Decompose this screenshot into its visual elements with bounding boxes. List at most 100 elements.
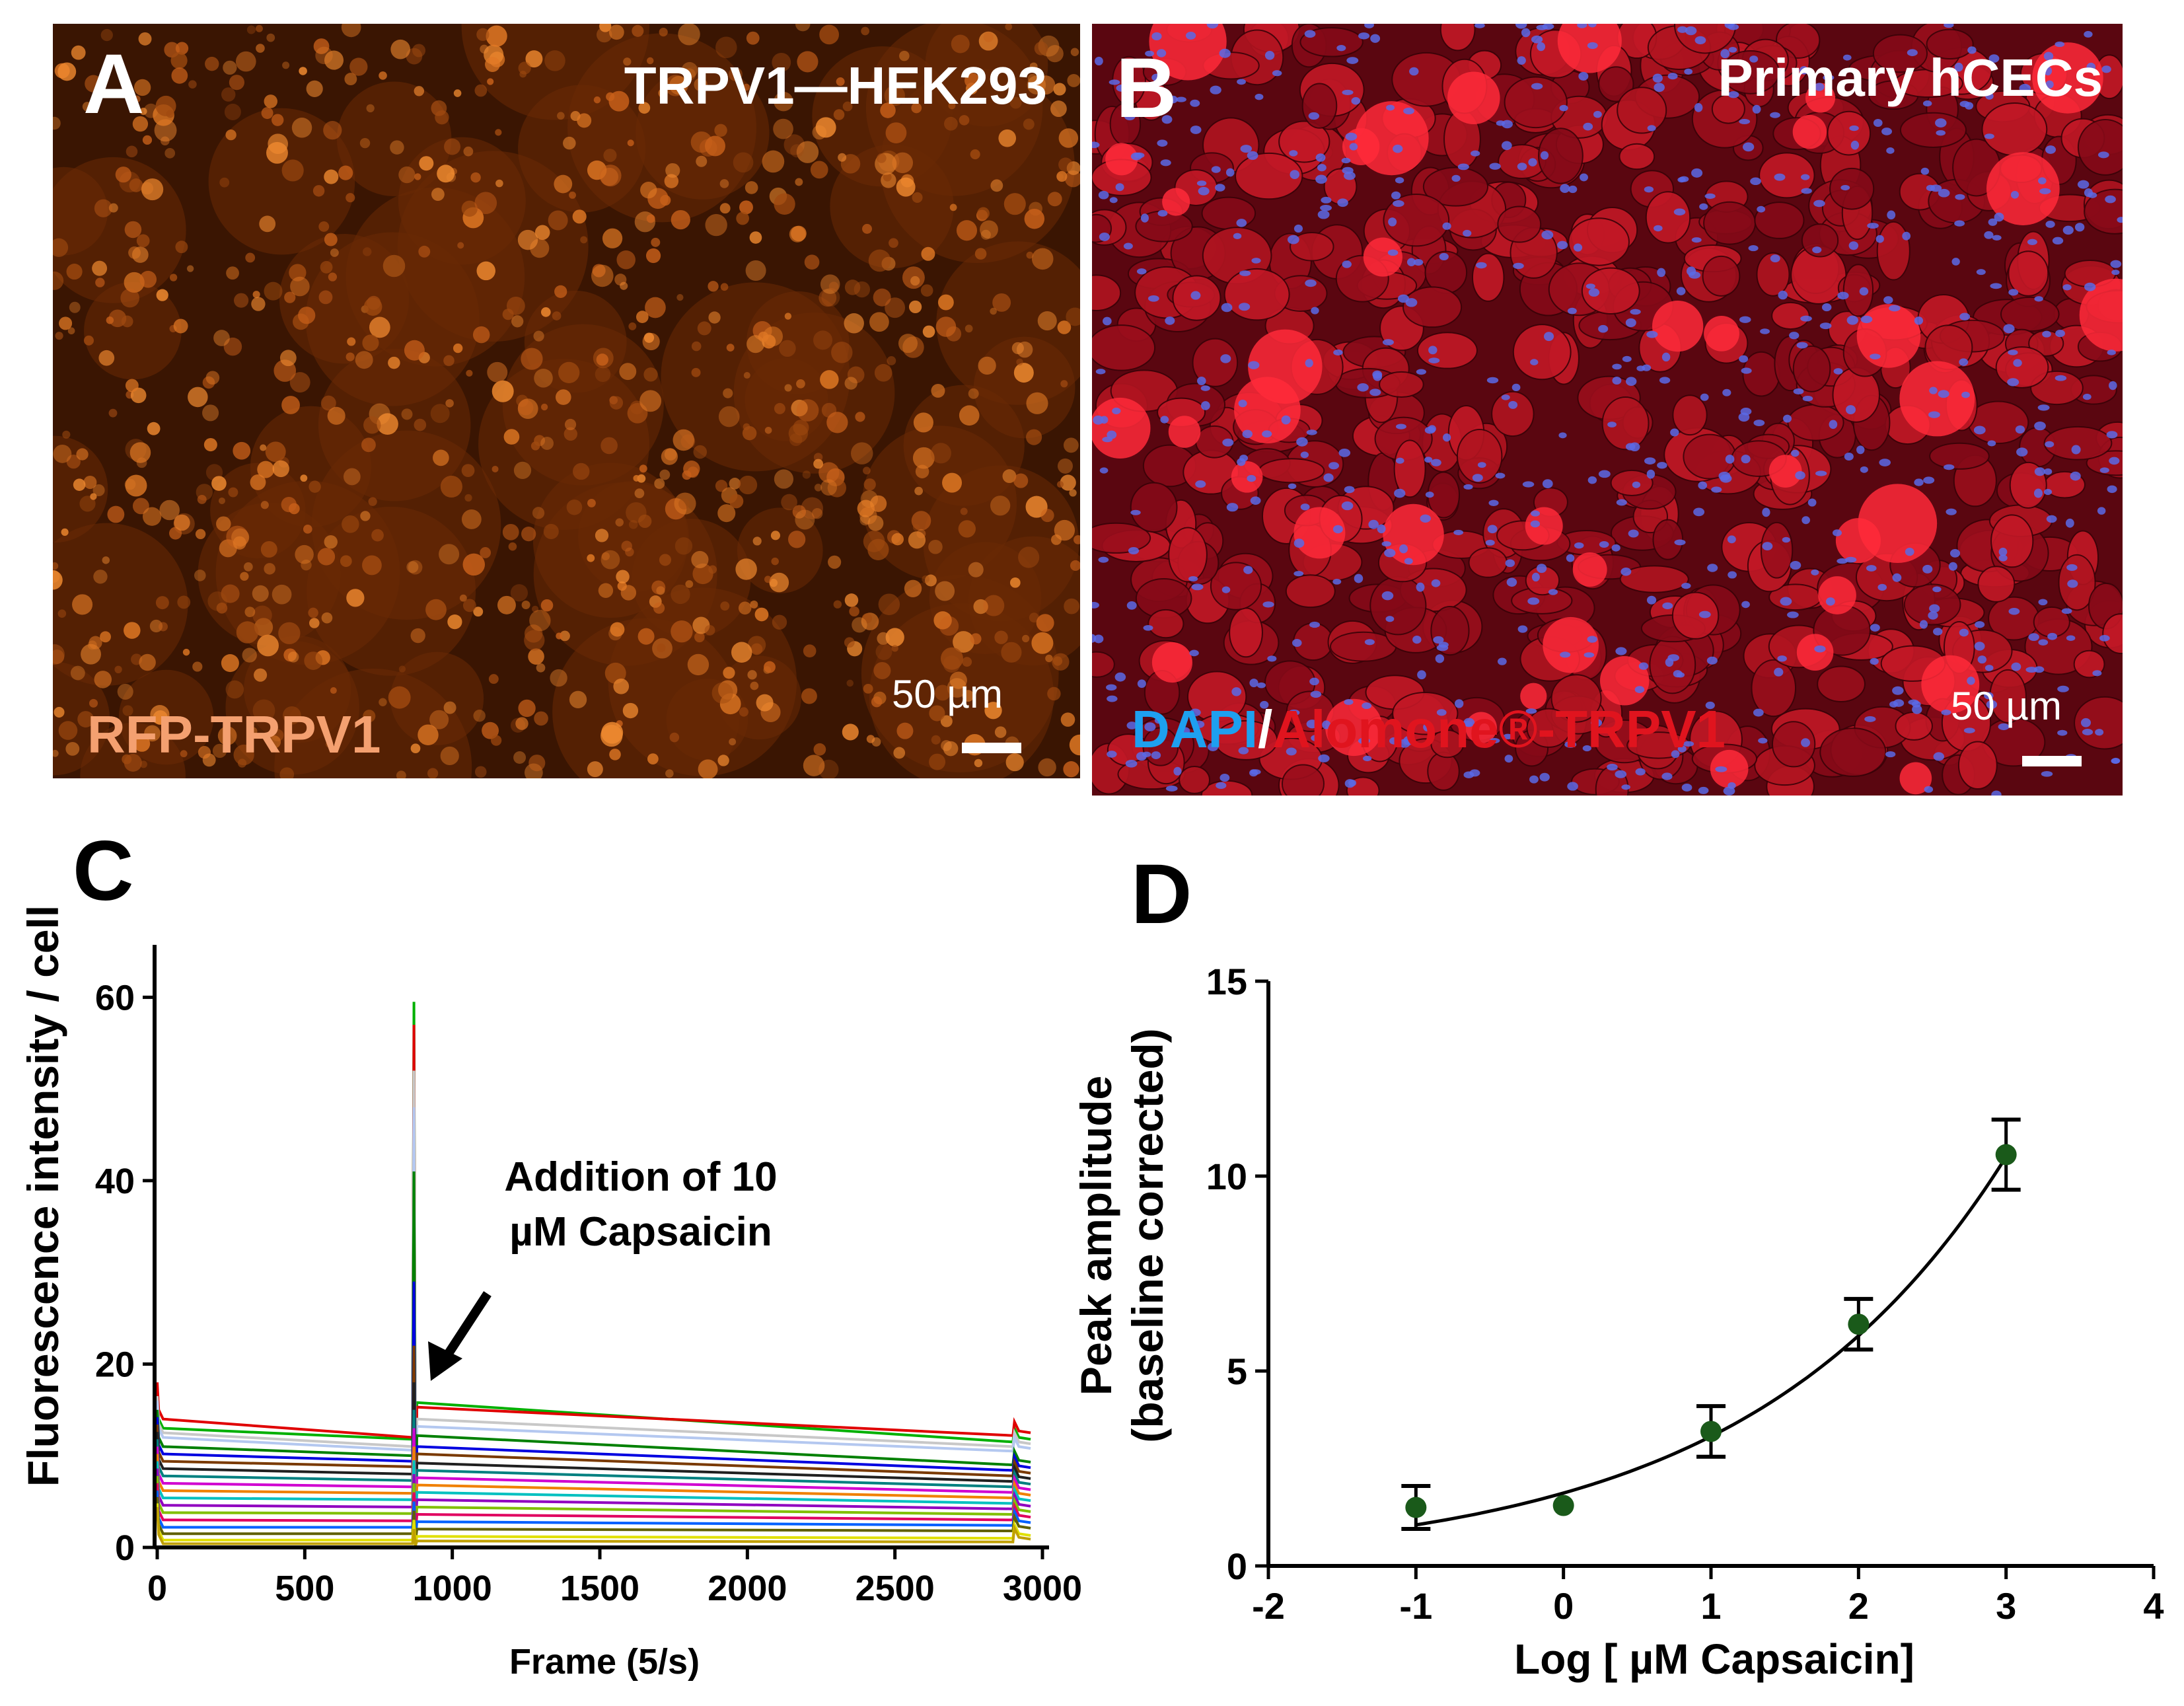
hek-cell bbox=[671, 584, 690, 605]
hek-cell bbox=[362, 334, 379, 352]
nucleus bbox=[2092, 670, 2102, 677]
hek-cell bbox=[671, 620, 693, 643]
hek-cell bbox=[764, 575, 772, 583]
hek-cell bbox=[784, 313, 792, 320]
nucleus bbox=[1250, 769, 1261, 775]
hek-cell bbox=[303, 525, 312, 534]
hek-cell bbox=[188, 387, 208, 408]
hek-cell bbox=[564, 418, 577, 431]
hek-cell bbox=[1058, 128, 1079, 148]
nucleus bbox=[1840, 184, 1850, 191]
hek-cell bbox=[682, 470, 692, 480]
hek-cell bbox=[847, 366, 865, 384]
hek-cell bbox=[202, 404, 219, 422]
hek-cell bbox=[197, 494, 207, 504]
nucleus bbox=[2043, 488, 2053, 496]
hek-cell bbox=[965, 73, 980, 89]
hek-cell bbox=[908, 531, 926, 549]
nucleus bbox=[1706, 656, 1718, 665]
nucleus bbox=[1395, 457, 1404, 464]
nucleus bbox=[1821, 303, 1832, 312]
nucleus bbox=[1471, 150, 1480, 157]
hek-cell bbox=[534, 435, 546, 447]
hek-cell bbox=[844, 377, 857, 390]
hcec-cell bbox=[1512, 324, 1572, 381]
nucleus bbox=[1577, 24, 1587, 28]
hek-cell bbox=[160, 136, 170, 146]
hek-cell bbox=[122, 754, 132, 764]
hek-cell bbox=[953, 631, 974, 653]
hek-cell bbox=[330, 687, 337, 694]
hek-cell bbox=[461, 509, 482, 529]
nucleus bbox=[1984, 692, 1994, 700]
nucleus bbox=[1318, 754, 1330, 762]
hek-cell bbox=[647, 753, 659, 764]
hek-cell bbox=[1029, 612, 1039, 623]
hek-cell bbox=[366, 104, 375, 113]
data-point bbox=[1848, 1314, 1870, 1335]
nucleus bbox=[1564, 741, 1577, 748]
nucleus bbox=[1992, 235, 2002, 241]
hek-cell bbox=[444, 138, 461, 155]
nucleus bbox=[1902, 231, 1911, 241]
hek-cell bbox=[849, 606, 859, 617]
hek-cell bbox=[796, 399, 819, 422]
nucleus bbox=[1883, 296, 1893, 304]
hek-cell bbox=[89, 698, 98, 708]
hek-cell bbox=[819, 24, 840, 45]
nucleus bbox=[1221, 303, 1233, 313]
nucleus bbox=[1740, 408, 1752, 416]
hek-cell bbox=[497, 595, 516, 614]
hek-cell bbox=[628, 322, 637, 330]
nucleus bbox=[1881, 128, 1893, 135]
nucleus bbox=[1728, 571, 1737, 579]
nucleus bbox=[1420, 514, 1431, 523]
hek-cell bbox=[242, 648, 257, 663]
nucleus bbox=[1486, 377, 1499, 384]
nucleus bbox=[1438, 642, 1449, 648]
hek-cell bbox=[324, 233, 338, 246]
nucleus bbox=[1583, 652, 1595, 658]
nucleus bbox=[1373, 372, 1383, 381]
nucleus bbox=[1770, 254, 1780, 263]
nucleus bbox=[1560, 184, 1570, 194]
nucleus bbox=[1908, 699, 1919, 705]
nucleus bbox=[1587, 636, 1597, 643]
nucleus bbox=[1144, 722, 1156, 731]
hcec-cell bbox=[1497, 205, 1542, 243]
hek-cell bbox=[379, 71, 387, 80]
hek-cell bbox=[893, 747, 906, 759]
hek-cell bbox=[459, 594, 467, 602]
nucleus bbox=[1501, 141, 1512, 151]
hcec-cell bbox=[1130, 482, 1178, 533]
hek-cell bbox=[473, 709, 486, 722]
nucleus bbox=[1739, 355, 1749, 363]
hek-cell bbox=[738, 601, 752, 615]
hek-cell bbox=[170, 52, 188, 69]
nucleus bbox=[1395, 177, 1404, 184]
nucleus bbox=[1240, 145, 1252, 153]
hek-cell bbox=[474, 192, 497, 215]
nucleus bbox=[1657, 462, 1667, 469]
hek-cell bbox=[602, 228, 623, 248]
hek-cell bbox=[175, 42, 189, 55]
hek-cell bbox=[956, 220, 978, 241]
hek-cell bbox=[735, 558, 757, 580]
hek-cell bbox=[1027, 75, 1046, 94]
hek-cell bbox=[487, 78, 494, 85]
nucleus bbox=[1944, 24, 1954, 28]
hek-cell bbox=[343, 468, 361, 486]
hek-cell bbox=[719, 179, 729, 188]
nucleus bbox=[1932, 586, 1942, 593]
hek-cell bbox=[929, 705, 945, 722]
hek-cell bbox=[180, 750, 188, 758]
nucleus bbox=[1198, 186, 1210, 196]
hek-cell bbox=[654, 478, 665, 489]
trace-line-cell-3 bbox=[156, 1070, 1031, 1507]
nucleus bbox=[1998, 723, 2010, 731]
hek-cell bbox=[855, 412, 865, 422]
hek-cell bbox=[676, 294, 684, 301]
hek-cell bbox=[998, 129, 1017, 147]
hek-cell bbox=[83, 476, 97, 489]
hek-cell bbox=[324, 169, 339, 184]
